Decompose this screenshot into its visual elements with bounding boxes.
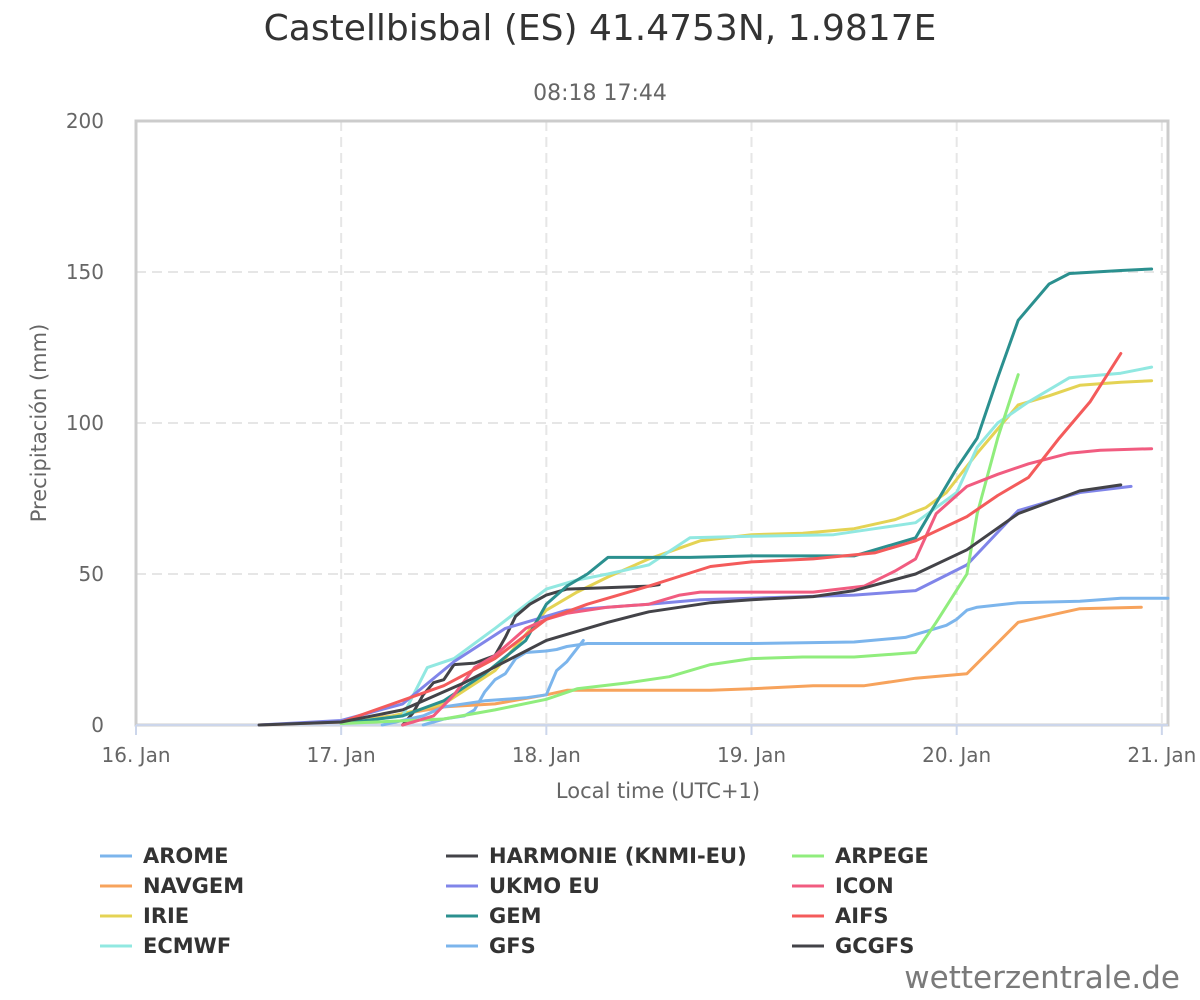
series-line-gfs[interactable] (380, 638, 585, 727)
legend-label: ICON (835, 874, 894, 898)
legend-label: GEM (489, 904, 541, 928)
axis-ticks: 0 50 100 150 200 16. Jan 17. Jan 18. Jan 19. Jan… (66, 109, 1197, 767)
x-tick-label: 21. Jan (1127, 743, 1196, 767)
x-tick-label: 18. Jan (512, 743, 581, 767)
legend-item-arpege[interactable]: ARPEGE (792, 844, 929, 868)
legend-item-aifs[interactable]: AIFS (792, 904, 889, 928)
y-tick-label: 0 (91, 713, 104, 737)
legend-label: UKMO EU (489, 874, 600, 898)
legend-item-gcgfs[interactable]: GCGFS (792, 934, 914, 958)
y-tick-label: 150 (66, 260, 104, 284)
series-line-aifs[interactable] (339, 352, 1123, 724)
series-line-gcgfs[interactable] (257, 483, 1123, 727)
legend-item-ecmwf[interactable]: ECMWF (100, 934, 231, 958)
legend-label: GCGFS (835, 934, 914, 958)
legend-item-ukmo-eu[interactable]: UKMO EU (446, 874, 600, 898)
y-tick-label: 100 (66, 411, 104, 435)
legend-item-gem[interactable]: GEM (446, 904, 541, 928)
y-axis-title: Precipitación (mm) (27, 324, 51, 523)
series-line-icon[interactable] (401, 447, 1154, 727)
legend-item-gfs[interactable]: GFS (446, 934, 536, 958)
series-lines (257, 267, 1170, 727)
y-tick-label: 50 (79, 562, 104, 586)
chart-subtitle: 08:18 17:44 (533, 81, 667, 106)
x-tick-label: 20. Jan (922, 743, 991, 767)
x-tick-label: 17. Jan (307, 743, 376, 767)
legend: AROME NAVGEM IRIE ECMWF HARMONIE (KNMI-EU) UK… (100, 844, 929, 958)
series-line-arome[interactable] (421, 596, 1170, 727)
x-tick-label: 19. Jan (717, 743, 786, 767)
x-axis-title: Local time (UTC+1) (556, 779, 760, 803)
x-tick-label: 16. Jan (102, 743, 171, 767)
series-line-ecmwf[interactable] (339, 365, 1154, 725)
legend-label: ARPEGE (835, 844, 929, 868)
legend-label: ECMWF (143, 934, 231, 958)
series-line-ukmo-eu[interactable] (257, 484, 1133, 727)
series-line-navgem[interactable] (257, 605, 1143, 727)
credit-text[interactable]: wetterzentrale.de (904, 960, 1180, 996)
chart-title: Castellbisbal (ES) 41.4753N, 1.9817E (264, 8, 937, 49)
y-tick-label: 200 (66, 109, 104, 133)
legend-label: HARMONIE (KNMI-EU) (489, 844, 747, 868)
grid (136, 121, 1168, 725)
series-line-irie[interactable] (339, 379, 1154, 725)
legend-label: AIFS (835, 904, 889, 928)
series-line-arpege[interactable] (339, 373, 1020, 725)
legend-label: AROME (143, 844, 229, 868)
legend-item-harmonie-knmi-eu[interactable]: HARMONIE (KNMI-EU) (446, 844, 747, 868)
legend-label: IRIE (143, 904, 189, 928)
legend-item-arome[interactable]: AROME (100, 844, 229, 868)
legend-item-irie[interactable]: IRIE (100, 904, 189, 928)
legend-label: GFS (489, 934, 536, 958)
legend-item-navgem[interactable]: NAVGEM (100, 874, 244, 898)
legend-item-icon[interactable]: ICON (792, 874, 894, 898)
series-line-gem[interactable] (339, 267, 1154, 725)
legend-label: NAVGEM (143, 874, 244, 898)
